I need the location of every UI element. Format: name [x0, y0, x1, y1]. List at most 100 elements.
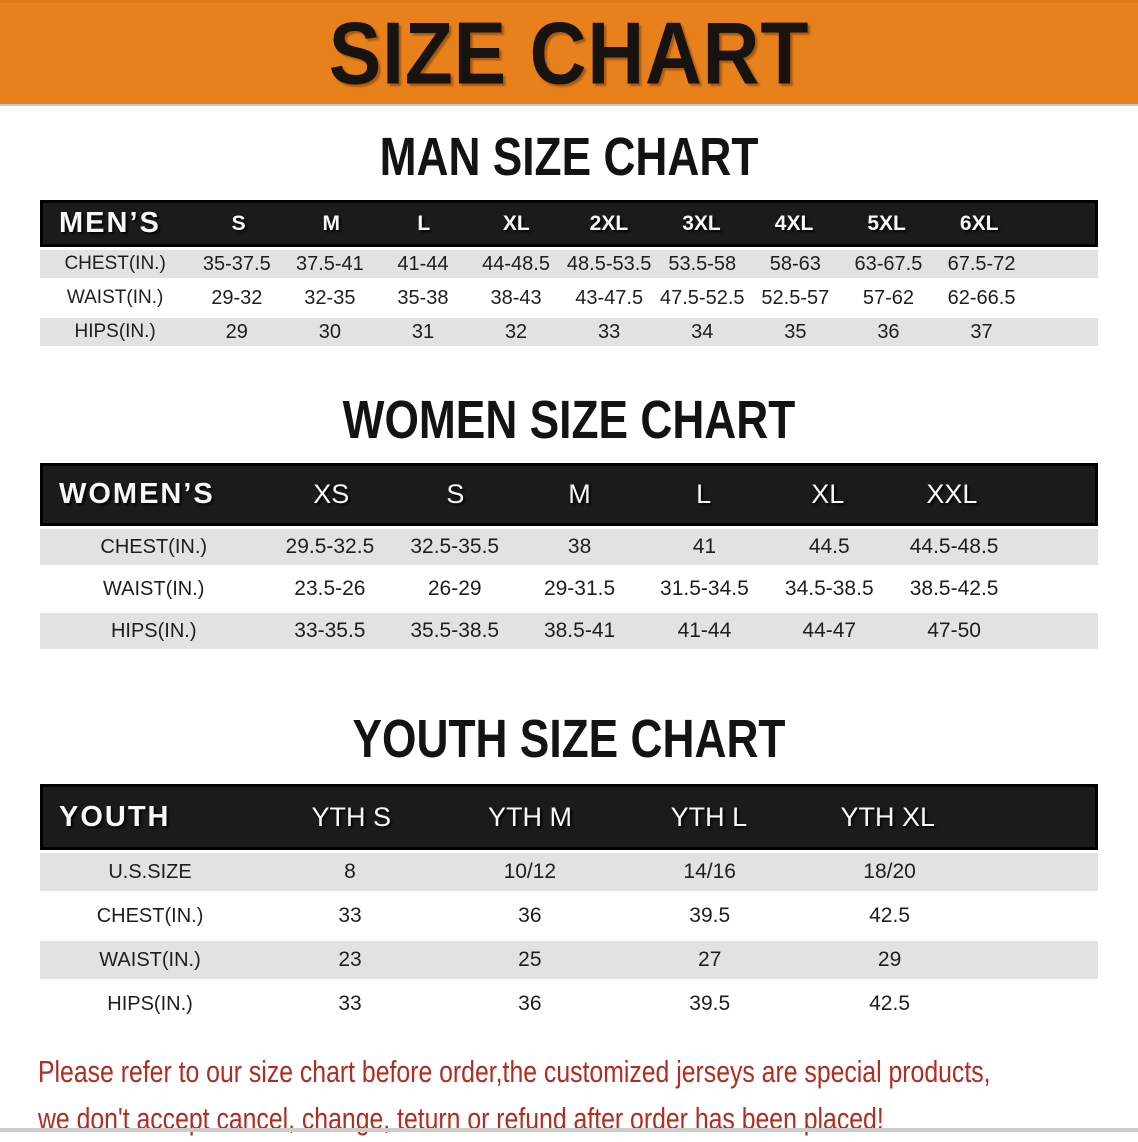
women-row-label: WAIST(IN.) [103, 577, 205, 600]
men-cell-value: 41-44 [397, 252, 449, 275]
men-header-label: MEN’S [59, 207, 161, 239]
youth-header-label: YOUTH [59, 800, 171, 833]
youth-cell-value: 36 [518, 904, 542, 927]
women-column-header: XS [313, 479, 350, 509]
women-cell-value: 29.5-32.5 [285, 535, 375, 558]
women-cell-value: 41-44 [677, 619, 732, 642]
men-row-label: CHEST(IN.) [64, 253, 166, 274]
men-column-header: XL [502, 211, 530, 235]
women-column-header: S [446, 479, 465, 509]
men-column-header: M [322, 211, 340, 235]
women-cell-value: 29-31.5 [543, 577, 616, 600]
men-row-label: HIPS(IN.) [74, 321, 156, 342]
men-column-header: 2XL [589, 211, 629, 235]
youth-section-title: YOUTH SIZE CHART [352, 709, 786, 769]
women-cell-value: 44-47 [802, 619, 857, 642]
women-header-label: WOMEN’S [59, 478, 215, 510]
youth-cell-value: 8 [344, 860, 356, 883]
youth-column-header: YTH M [488, 801, 573, 832]
youth-cell-value: 18/20 [863, 860, 916, 883]
men-cell-value: 33 [598, 320, 621, 343]
men-cell-value: 52.5-57 [761, 286, 830, 309]
youth-cell-value: 23 [338, 948, 362, 971]
men-column-header: L [417, 211, 431, 235]
size-chart-banner: SIZE CHART [0, 0, 1138, 106]
men-cell-value: 37 [970, 320, 993, 343]
women-cell-value: 41 [692, 535, 717, 558]
youth-cell-value: 39.5 [689, 904, 731, 927]
men-cell-value: 63-67.5 [854, 252, 923, 275]
men-cell-value: 47.5-52.5 [659, 286, 745, 309]
women-column-header: XXL [926, 479, 978, 509]
women-header-row: WOMEN’S XS S M L XL XXL [40, 463, 1098, 526]
women-cell-value: 34.5-38.5 [784, 577, 874, 600]
men-column-header: S [231, 211, 246, 235]
youth-cell-value: 36 [518, 992, 542, 1015]
men-cell-value: 29-32 [211, 286, 263, 309]
women-section-title: WOMEN SIZE CHART [342, 390, 796, 450]
men-cell-value: 32-35 [304, 286, 356, 309]
men-column-header: 5XL [867, 211, 906, 235]
youth-cell-value: 33 [338, 904, 362, 927]
men-table-row: HIPS(IN.) 29 30 31 32 33 34 35 36 37 [40, 315, 1098, 349]
women-cell-value: 35.5-38.5 [410, 619, 500, 642]
men-column-header: 6XL [959, 211, 999, 235]
men-size-table: MEN’S S M L XL 2XL 3XL 4XL 5XL 6XL CHEST(IN.) 35-37… [40, 200, 1098, 349]
men-cell-value: 35-37.5 [202, 252, 271, 275]
youth-table-row: U.S.SIZE 8 10/12 14/16 18/20 [40, 850, 1098, 894]
men-cell-value: 48.5-53.5 [566, 252, 652, 275]
women-cell-value: 44.5-48.5 [909, 535, 999, 558]
youth-cell-value: 14/16 [683, 860, 736, 883]
men-cell-value: 38-43 [490, 286, 542, 309]
men-cell-value: 67.5-72 [947, 252, 1016, 275]
women-cell-value: 23.5-26 [294, 577, 366, 600]
men-cell-value: 62-66.5 [947, 286, 1016, 309]
youth-row-label: HIPS(IN.) [107, 992, 193, 1015]
disclaimer-line-1: Please refer to our size chart before or… [38, 1054, 991, 1089]
women-cell-value: 38 [567, 535, 592, 558]
youth-cell-value: 27 [698, 948, 722, 971]
women-cell-value: 31.5-34.5 [660, 577, 749, 600]
women-cell-value: 47-50 [927, 619, 981, 642]
women-table-row: CHEST(IN.) 29.5-32.5 32.5-35.5 38 41 44.5 44.5… [40, 526, 1098, 568]
men-column-header: 3XL [682, 211, 721, 235]
women-cell-value: 32.5-35.5 [410, 535, 500, 558]
women-column-header: L [696, 479, 712, 509]
women-cell-value: 33-35.5 [294, 619, 366, 642]
women-cell-value: 38.5-41 [543, 619, 616, 642]
youth-row-label: WAIST(IN.) [99, 948, 201, 971]
men-cell-value: 53.5-58 [668, 252, 737, 275]
youth-cell-value: 39.5 [689, 992, 731, 1015]
men-cell-value: 31 [411, 320, 435, 343]
men-table-row: CHEST(IN.) 35-37.5 37.5-41 41-44 44-48.5 48.5… [40, 247, 1098, 281]
women-table-row: WAIST(IN.) 23.5-26 26-29 29-31.5 31.5-34.5 34… [40, 568, 1098, 610]
women-cell-value: 26-29 [427, 577, 482, 600]
youth-header-row: YOUTH YTH S YTH M YTH L YTH XL [40, 784, 1098, 850]
youth-cell-value: 25 [518, 948, 542, 971]
youth-table-row: CHEST(IN.) 33 36 39.5 42.5 [40, 894, 1098, 938]
women-cell-value: 38.5-42.5 [909, 577, 999, 600]
youth-column-header: YTH L [670, 801, 748, 832]
men-cell-value: 29 [225, 320, 248, 343]
men-cell-value: 32 [504, 320, 528, 343]
women-column-header: M [568, 479, 591, 509]
women-cell-value: 44.5 [808, 535, 850, 558]
men-header-row: MEN’S S M L XL 2XL 3XL 4XL 5XL 6XL [40, 200, 1098, 247]
banner-title: SIZE CHART [328, 3, 810, 103]
bottom-edge-line [0, 1128, 1138, 1132]
youth-column-header: YTH XL [840, 801, 935, 832]
men-cell-value: 37.5-41 [295, 252, 364, 275]
men-cell-value: 44-48.5 [482, 252, 550, 275]
men-cell-value: 36 [877, 320, 900, 343]
men-column-header: 4XL [774, 211, 814, 235]
youth-size-table: YOUTH YTH S YTH M YTH L YTH XL U.S.SIZE 8 10/12… [40, 784, 1098, 1026]
women-table-row: HIPS(IN.) 33-35.5 35.5-38.5 38.5-41 41-44 44-… [40, 610, 1098, 652]
men-table-row: WAIST(IN.) 29-32 32-35 35-38 38-43 43-47.5 47.… [40, 281, 1098, 315]
youth-cell-value: 42.5 [869, 904, 910, 927]
youth-cell-value: 29 [877, 948, 902, 971]
men-cell-value: 35 [784, 320, 807, 343]
disclaimer: Please refer to our size chart before or… [38, 1048, 1138, 1142]
youth-table-row: WAIST(IN.) 23 25 27 29 [40, 938, 1098, 982]
youth-cell-value: 42.5 [869, 992, 910, 1015]
men-cell-value: 30 [318, 320, 341, 343]
